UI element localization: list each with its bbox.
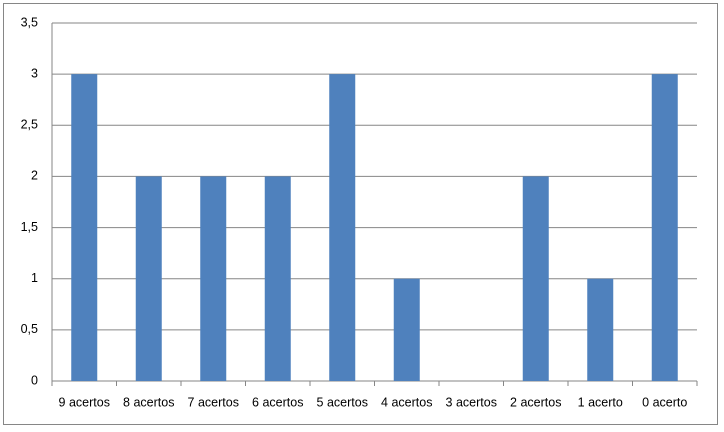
x-tick-label: 5 acertos: [317, 395, 368, 409]
x-tick-label: 8 acertos: [123, 395, 174, 409]
y-tick-label: 1: [31, 271, 38, 285]
y-tick-label: 1,5: [21, 220, 38, 234]
x-tick-label: 7 acertos: [188, 395, 239, 409]
y-tick-label: 0,5: [21, 322, 38, 336]
bar: [522, 176, 549, 381]
bar: [200, 176, 227, 381]
bar: [329, 74, 356, 382]
bar: [587, 278, 614, 381]
y-tick-label: 2: [31, 169, 38, 183]
x-tick-label: 0 acerto: [642, 395, 687, 409]
bar: [264, 176, 291, 381]
x-tick-label: 2 acertos: [510, 395, 561, 409]
x-tick-label: 3 acertos: [446, 395, 497, 409]
y-tick-label: 0: [31, 373, 38, 387]
x-tick-label: 6 acertos: [252, 395, 303, 409]
y-tick-label: 2,5: [21, 118, 38, 132]
bar: [135, 176, 162, 381]
x-tick-label: 1 acerto: [578, 395, 623, 409]
bar: [651, 74, 678, 382]
x-tick-label: 4 acertos: [381, 395, 432, 409]
y-tick-label: 3: [31, 66, 38, 80]
x-tick-label: 9 acertos: [59, 395, 110, 409]
bar: [71, 74, 98, 382]
bar: [393, 278, 420, 381]
y-tick-label: 3,5: [21, 15, 38, 29]
